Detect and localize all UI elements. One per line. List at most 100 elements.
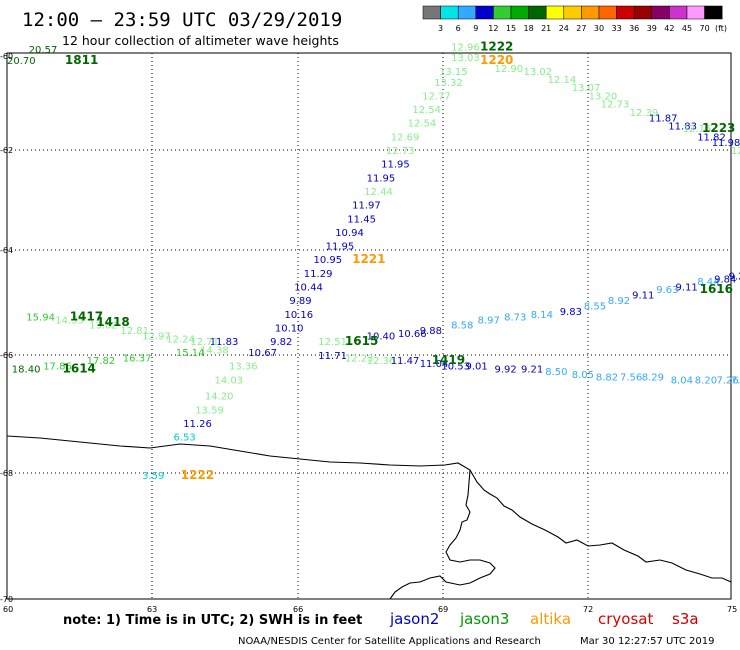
swh-value: 9.25: [729, 272, 740, 283]
pass-time-label: 1418: [96, 315, 129, 329]
swh-value: 12.77: [422, 91, 451, 102]
color-scale-swatch: [651, 5, 670, 20]
swh-value: 10.16: [285, 310, 314, 321]
swh-value: 12.71: [190, 337, 219, 348]
color-scale-label: 3: [438, 24, 443, 33]
x-axis-ticks: 60 63 66 69 72 75: [3, 605, 737, 614]
pass-time-label: 1616: [700, 282, 733, 296]
color-scale-swatch: [545, 5, 565, 20]
footer-note: note: 1) Time is in UTC; 2) SWH is in fe…: [63, 613, 362, 628]
swh-value: 18.40: [12, 364, 41, 375]
pass-time-label: 1222: [181, 468, 214, 482]
swh-value: 13.07: [572, 83, 601, 94]
color-scale-label: 9: [473, 24, 478, 33]
color-scale-swatch: [581, 5, 600, 20]
swh-value: 13.32: [434, 78, 463, 89]
swh-value: 12.44: [364, 187, 393, 198]
swh-value: 11.83: [210, 337, 239, 348]
swh-value: 10.94: [335, 228, 364, 239]
swh-value: 10.40: [367, 332, 396, 343]
swh-value: 11.98: [712, 138, 740, 149]
swh-value: 12.54: [408, 119, 437, 130]
swh-value: 8.50: [545, 367, 567, 378]
swh-value: 12.36: [367, 356, 396, 367]
swh-value: 14.35: [55, 315, 84, 326]
x-tick-60: 60: [3, 605, 13, 614]
pass-time-label: 1615: [345, 334, 378, 348]
swh-value: 13.36: [229, 362, 258, 373]
swh-value: 9.63: [656, 285, 678, 296]
swh-value: 9.11: [632, 291, 654, 302]
coastline: [6, 435, 732, 583]
swh-value: 8.44: [697, 277, 719, 288]
pass-time-label: 1811: [65, 53, 98, 67]
coastline-inlet: [389, 469, 496, 600]
swh-value: 8.97: [478, 315, 500, 326]
pass-time-label: 1220: [480, 53, 513, 67]
swh-value: 10.66: [398, 329, 427, 340]
color-scale-swatch: [475, 5, 494, 20]
swh-value: 9.82: [270, 337, 292, 348]
swh-value: 10.10: [275, 324, 304, 335]
color-scale-label: 15: [506, 24, 516, 33]
swh-value: 8.58: [451, 321, 473, 332]
swh-value: 12.73: [601, 100, 630, 111]
color-scale-label: 39: [647, 24, 657, 33]
time-labels: 1811122212201223122116161417141816151419…: [63, 39, 736, 482]
swh-value: 9.88: [420, 326, 442, 337]
swh-value: 20.70: [7, 56, 36, 67]
satellite-altika: altika: [530, 610, 571, 628]
pass-time-label: 1614: [63, 361, 96, 375]
pass-time-label: 1417: [70, 310, 103, 324]
color-scale-swatch: [633, 5, 653, 20]
satellite-jason2: jason2: [389, 610, 439, 628]
color-scale-swatch: [510, 5, 529, 20]
swh-value: 12.24: [166, 334, 195, 345]
y-tick-70: -70: [0, 595, 13, 604]
color-scale-label: 12: [488, 24, 498, 33]
swh-value: 13.20: [589, 91, 618, 102]
color-scale-label: 33: [612, 24, 622, 33]
swh-value: 9.11: [676, 283, 698, 294]
swh-value: 12.90: [495, 64, 524, 75]
swh-value: 3.59: [142, 471, 164, 482]
color-scale-swatch: [493, 5, 512, 20]
swh-value: 9.84: [714, 274, 736, 285]
swh-value: 11.47: [391, 356, 420, 367]
swh-value: 12.96: [451, 42, 480, 53]
swh-value: 9.01: [466, 362, 488, 373]
color-scale-label: 45: [682, 24, 692, 33]
swh-value: 12.51: [318, 337, 347, 348]
footer-timestamp: Mar 30 12:27:57 UTC 2019: [580, 636, 715, 647]
swh-value: 11.45: [347, 214, 376, 225]
swh-value: 17.86: [43, 362, 72, 373]
satellite-cryosat: cryosat: [598, 610, 653, 628]
color-scale-unit: (ft): [715, 24, 727, 33]
color-scale-legend: 3 6 9 12 15 18 21 24 27 30 33 36 39 42 45 70: [422, 5, 723, 33]
swh-value: 9.83: [560, 307, 582, 318]
y-tick-66: -66: [0, 351, 13, 360]
y-axis-ticks: -60 -62 -64 -66 -68 -70: [0, 52, 13, 604]
swh-value: 13.03: [451, 53, 480, 64]
color-scale-label: 24: [559, 24, 569, 33]
swh-value: 8.04: [671, 375, 693, 386]
swh-value: 12.54: [412, 105, 441, 116]
swh-value: 10.44: [294, 283, 323, 294]
swh-value: 13.82: [89, 321, 118, 332]
swh-value: 8.20: [695, 375, 717, 386]
satellite-jason3: jason3: [459, 610, 509, 628]
swh-value: 8.05: [572, 370, 594, 381]
satellite-s3a: s3a: [672, 610, 699, 628]
color-scale-swatch: [616, 5, 635, 20]
color-scale-swatch: [457, 5, 477, 20]
swh-value: 7.56: [620, 373, 642, 384]
y-tick-62: -62: [0, 146, 13, 155]
swh-value: 7.26: [717, 375, 739, 386]
swh-value: 12.97: [142, 332, 171, 343]
swh-value: 12.81: [120, 326, 149, 337]
swh-value: 10.95: [314, 255, 343, 266]
map-title: 12:00 – 23:59 UTC 03/29/2019: [22, 9, 342, 31]
swh-value: 11.71: [318, 351, 347, 362]
swh-value: 14.20: [205, 392, 234, 403]
